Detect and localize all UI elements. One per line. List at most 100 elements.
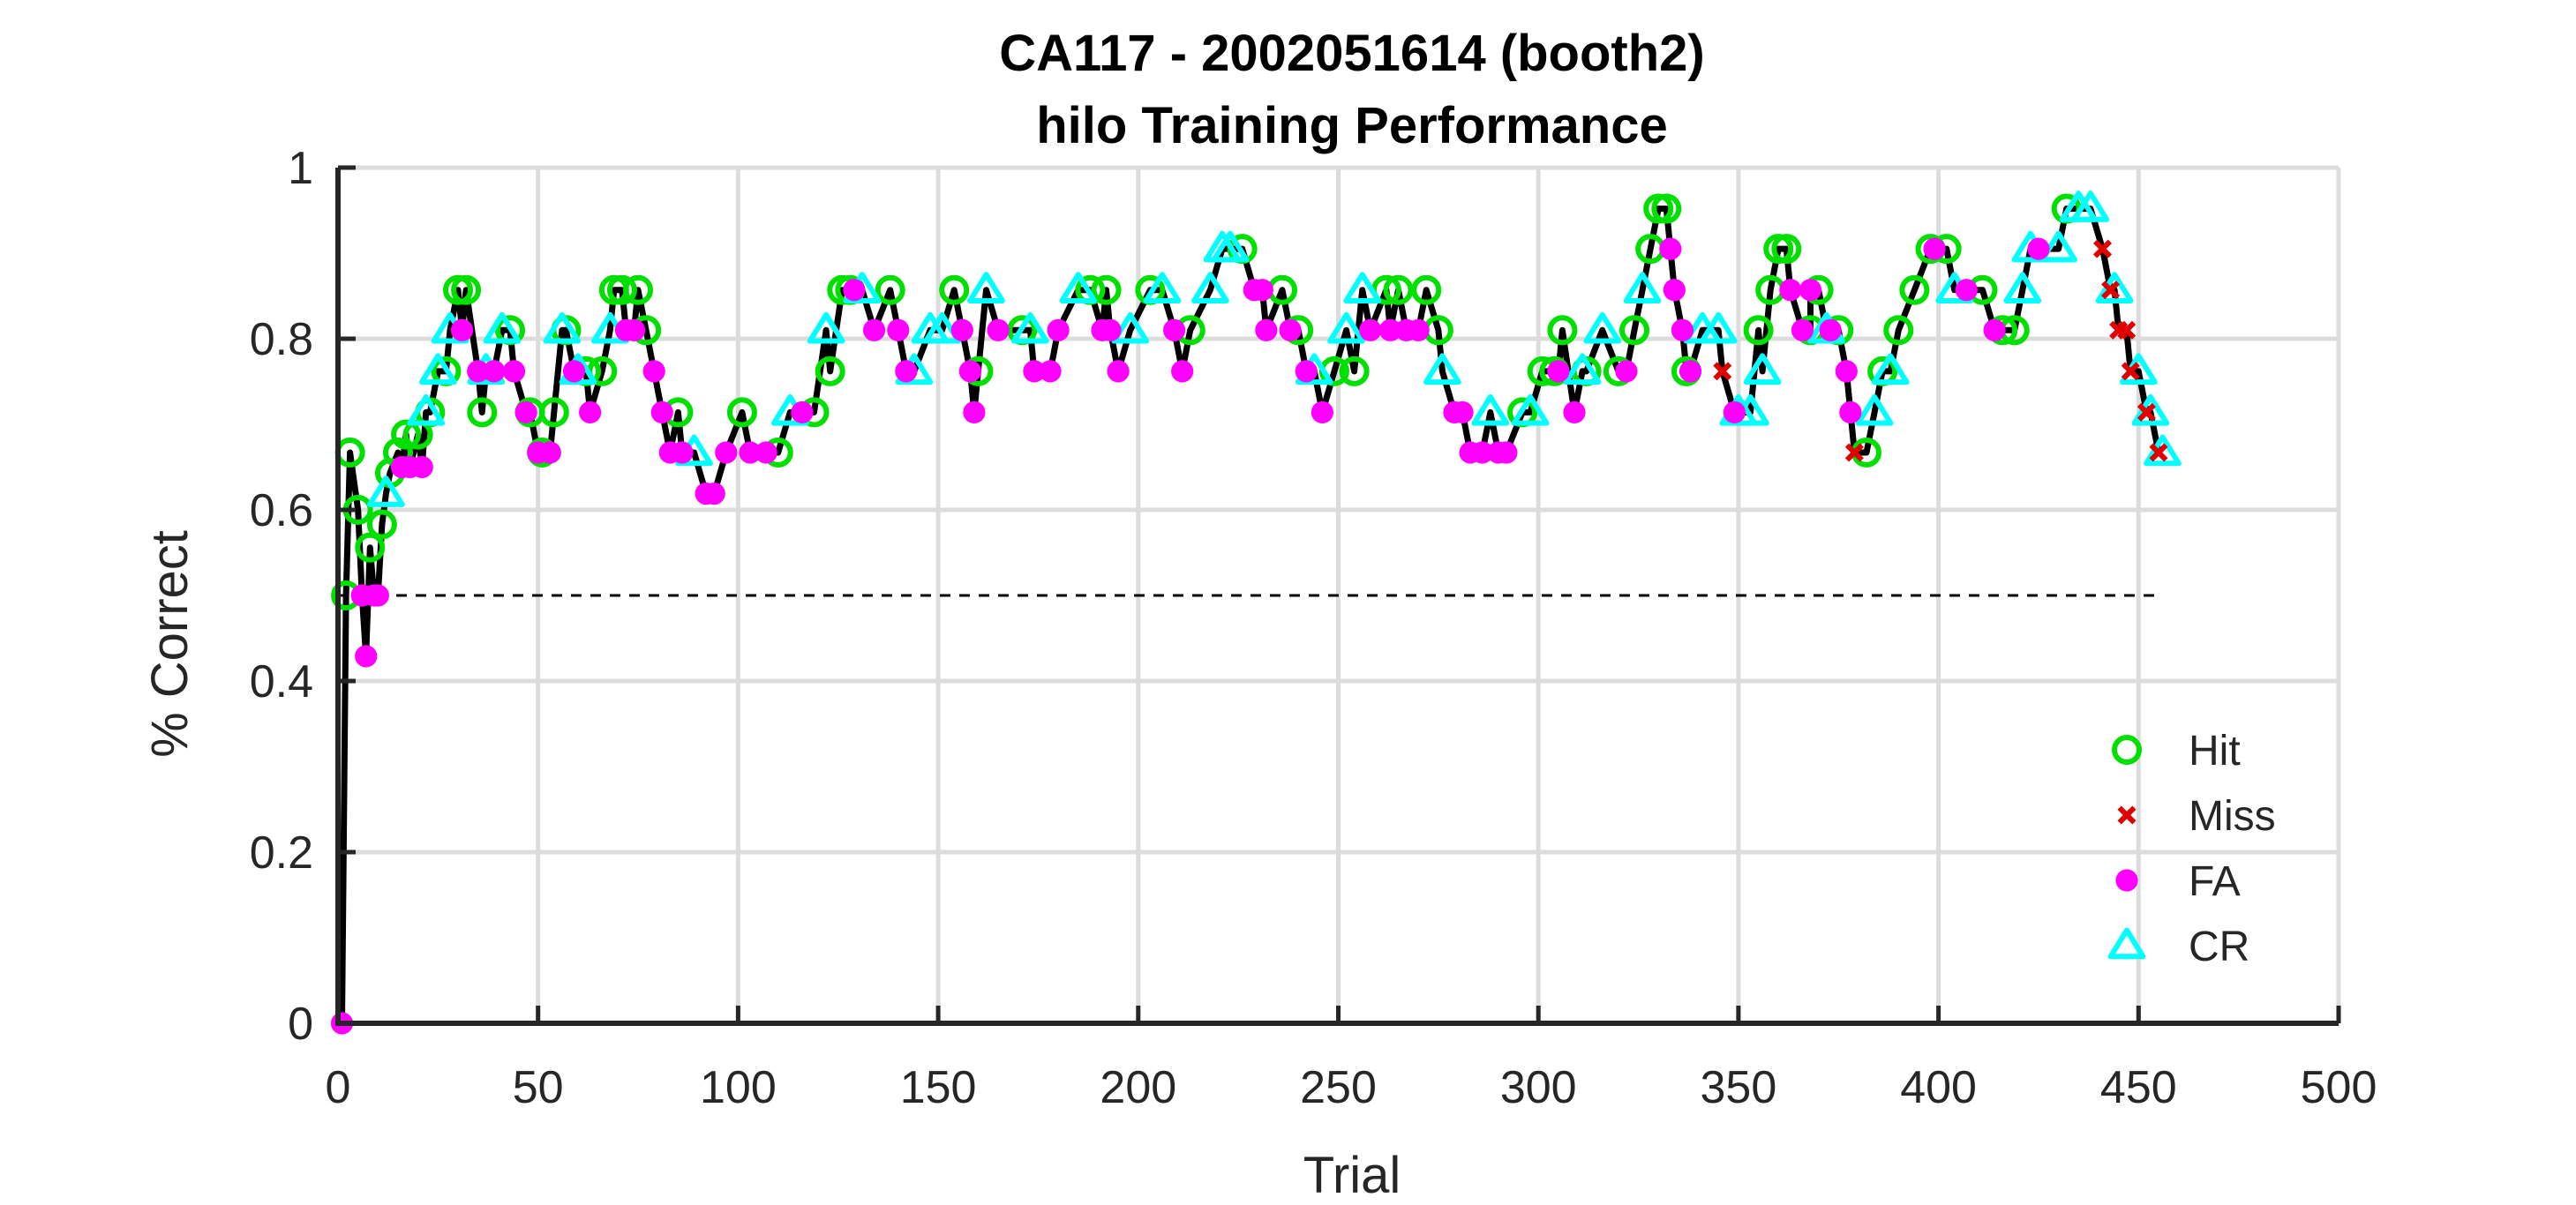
- point-fa: [562, 360, 586, 383]
- point-fa: [862, 318, 886, 341]
- point-fa: [671, 441, 694, 464]
- point-fa: [963, 400, 986, 424]
- point-fa: [1255, 318, 1278, 341]
- point-cr: [1423, 353, 1461, 385]
- legend: Hit Miss FA CR: [2107, 728, 2276, 970]
- point-fa: [895, 360, 918, 383]
- point-fa: [1311, 400, 1333, 424]
- legend-label-hit: Hit: [2189, 728, 2241, 775]
- point-fa: [1779, 279, 1802, 302]
- point-fa: [467, 360, 490, 383]
- point-fa: [410, 455, 433, 479]
- point-fa: [1923, 237, 1946, 260]
- miss-x-stroke: [2137, 402, 2156, 422]
- point-fa: [1471, 441, 1494, 464]
- x-tick-label: 400: [1900, 1062, 1977, 1113]
- point-fa: [1835, 360, 1858, 383]
- miss-x-stroke: [1713, 362, 1732, 381]
- miss-x-stroke: [1844, 443, 1864, 462]
- point-cr: [407, 393, 446, 426]
- legend-item-miss: Miss: [2117, 793, 2276, 840]
- chart-title-line1: CA117 - 2002051614 (booth2): [999, 25, 1704, 82]
- point-fa: [958, 360, 981, 383]
- point-fa: [483, 360, 506, 383]
- point-hit: [1651, 193, 1682, 224]
- x-tick-label: 300: [1500, 1062, 1577, 1113]
- miss-x-stroke: [2117, 320, 2137, 340]
- point-cr: [1583, 311, 1622, 344]
- point-hit: [467, 397, 498, 428]
- point-cr: [2039, 230, 2077, 263]
- point-fa: [1171, 360, 1194, 383]
- point-fa: [702, 482, 725, 505]
- point-fa: [2027, 237, 2050, 260]
- point-hit: [623, 274, 654, 305]
- point-miss: [2092, 239, 2113, 258]
- x-tick-label: 500: [2301, 1062, 2377, 1113]
- point-fa: [1563, 400, 1586, 424]
- chart-title-line2: hilo Training Performance: [1036, 97, 1667, 154]
- point-fa: [502, 360, 526, 383]
- point-fa: [355, 645, 378, 668]
- point-fa: [1819, 318, 1842, 341]
- y-tick-label: 0.6: [250, 485, 313, 536]
- legend-marker-miss: [2117, 805, 2137, 825]
- x-tick-label: 50: [513, 1062, 564, 1113]
- point-fa: [791, 400, 814, 424]
- point-fa: [1723, 400, 1746, 424]
- point-cr: [1011, 311, 1049, 344]
- legend-item-hit: Hit: [2112, 728, 2241, 775]
- point-fa: [1359, 318, 1382, 341]
- point-fa: [450, 318, 474, 341]
- point-fa: [987, 318, 1010, 341]
- point-fa: [538, 441, 561, 464]
- series-fa: [330, 237, 2050, 1035]
- point-hit: [355, 532, 386, 563]
- point-fa: [715, 441, 738, 464]
- point-cr: [1211, 230, 1250, 263]
- x-axis-label: Trial: [1303, 1147, 1401, 1204]
- point-hit: [1547, 315, 1578, 346]
- point-fa: [1983, 318, 2006, 341]
- point-cr: [1855, 393, 1894, 426]
- point-fa: [1955, 279, 1978, 302]
- point-cr: [1511, 393, 1550, 426]
- point-cr: [543, 311, 582, 344]
- point-fa: [1451, 400, 1474, 424]
- point-hit: [1619, 315, 1650, 346]
- legend-item-cr: CR: [2107, 924, 2249, 970]
- legend-item-fa: FA: [2115, 858, 2241, 905]
- point-fa: [1023, 360, 1046, 383]
- point-fa: [1671, 318, 1694, 341]
- y-tick-label: 0.4: [250, 656, 313, 707]
- point-hit: [875, 274, 905, 305]
- point-miss: [1713, 362, 1732, 381]
- point-hit: [726, 397, 757, 428]
- legend-marker-fa: [2115, 869, 2138, 892]
- point-hit: [1883, 315, 1914, 346]
- point-hit: [391, 419, 422, 450]
- point-fa: [1615, 360, 1638, 383]
- point-cr: [1191, 272, 1229, 303]
- x-tick-label: 0: [326, 1062, 351, 1113]
- legend-label-cr: CR: [2189, 924, 2249, 970]
- y-tick-label: 1: [288, 143, 313, 194]
- x-tick-label: 350: [1701, 1062, 1777, 1113]
- point-fa: [1839, 400, 1862, 424]
- point-fa: [642, 360, 665, 383]
- axes-frame: [335, 165, 2341, 1026]
- point-cr: [1871, 353, 1910, 385]
- point-fa: [1663, 279, 1686, 302]
- miss-x-stroke: [2092, 239, 2113, 258]
- x-tick-label: 250: [1300, 1062, 1377, 1113]
- point-miss: [2137, 402, 2156, 422]
- point-miss: [2101, 281, 2121, 300]
- legend-marker-cr: [2107, 927, 2146, 960]
- point-cr: [1143, 272, 1182, 303]
- series-cr: [367, 191, 2182, 507]
- point-fa: [1799, 279, 1822, 302]
- point-cr: [483, 311, 522, 344]
- y-axis-label: % Correct: [141, 530, 199, 758]
- legend-label-fa: FA: [2189, 858, 2241, 905]
